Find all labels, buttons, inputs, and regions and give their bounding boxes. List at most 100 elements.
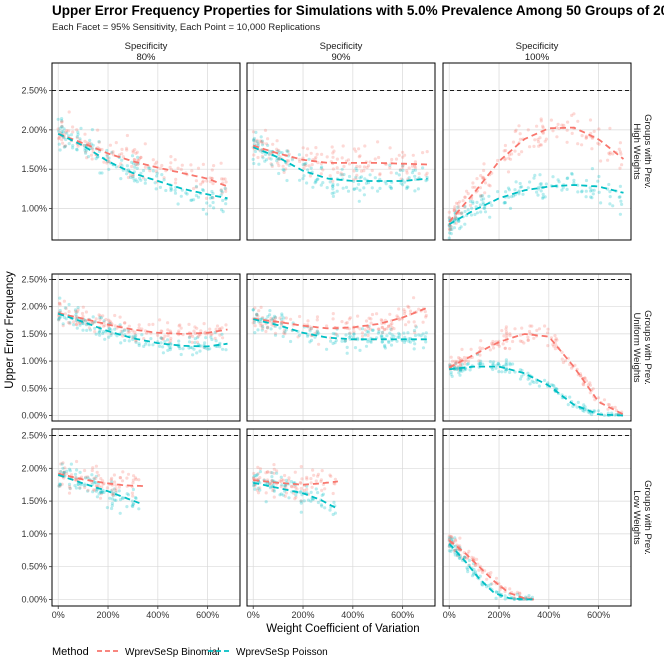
point-poisson — [333, 511, 337, 515]
point-binomial — [508, 332, 512, 336]
point-poisson — [185, 192, 189, 196]
point-binomial — [258, 486, 262, 490]
point-poisson — [492, 360, 496, 364]
point-binomial — [510, 152, 514, 156]
point-binomial — [480, 176, 485, 180]
point-poisson — [285, 149, 289, 153]
point-binomial — [273, 316, 278, 320]
point-binomial — [597, 127, 601, 131]
point-poisson — [331, 184, 335, 188]
point-binomial — [90, 468, 94, 473]
point-binomial — [503, 346, 507, 350]
point-poisson — [75, 148, 79, 152]
point-poisson — [364, 181, 368, 185]
point-binomial — [413, 164, 417, 168]
point-binomial — [61, 141, 65, 145]
point-binomial — [191, 334, 195, 339]
point-poisson — [118, 511, 122, 515]
point-binomial — [576, 142, 580, 146]
point-binomial — [460, 211, 464, 215]
point-poisson — [331, 187, 335, 191]
point-poisson — [380, 340, 384, 344]
point-binomial — [220, 191, 224, 195]
point-poisson — [91, 321, 95, 325]
point-binomial — [498, 587, 502, 592]
point-binomial — [57, 315, 61, 319]
point-poisson — [454, 361, 458, 366]
point-binomial — [453, 205, 457, 209]
point-binomial — [503, 346, 507, 350]
point-poisson — [276, 149, 280, 153]
point-binomial — [269, 316, 273, 320]
point-binomial — [202, 322, 206, 326]
point-poisson — [308, 340, 312, 344]
point-poisson — [610, 411, 614, 415]
point-poisson — [481, 201, 485, 205]
point-poisson — [279, 492, 283, 496]
point-poisson — [362, 193, 366, 197]
point-binomial — [473, 563, 477, 568]
point-poisson — [544, 182, 549, 186]
point-binomial — [504, 327, 508, 331]
point-binomial — [98, 314, 102, 318]
point-binomial — [131, 150, 135, 154]
point-poisson — [526, 377, 530, 381]
point-poisson — [518, 181, 522, 186]
point-poisson — [120, 164, 124, 168]
point-poisson — [399, 181, 403, 185]
point-binomial — [377, 155, 381, 160]
x-tick-label: 0% — [52, 610, 65, 620]
point-binomial — [334, 332, 338, 336]
point-poisson — [321, 181, 325, 185]
point-binomial — [385, 327, 389, 331]
point-binomial — [279, 320, 283, 324]
point-poisson — [83, 148, 87, 152]
point-poisson — [417, 333, 421, 337]
point-poisson — [179, 352, 183, 357]
y-tick-label: 1.50% — [21, 329, 47, 339]
point-poisson — [508, 370, 512, 374]
point-poisson — [449, 372, 453, 376]
point-binomial — [63, 144, 68, 148]
point-poisson — [447, 236, 451, 240]
point-poisson — [479, 194, 483, 198]
point-poisson — [125, 492, 129, 496]
point-binomial — [378, 172, 382, 176]
point-poisson — [187, 346, 191, 350]
point-binomial — [282, 328, 286, 333]
point-poisson — [539, 182, 543, 186]
point-poisson — [485, 585, 489, 589]
point-binomial — [348, 316, 352, 320]
point-binomial — [448, 228, 452, 232]
point-binomial — [265, 326, 270, 330]
point-poisson — [352, 187, 356, 191]
point-poisson — [58, 482, 62, 487]
point-binomial — [93, 320, 97, 324]
point-poisson — [173, 191, 178, 195]
point-binomial — [539, 143, 543, 147]
point-binomial — [316, 472, 320, 476]
point-binomial — [544, 137, 549, 141]
point-poisson — [537, 185, 541, 189]
point-binomial — [131, 336, 135, 340]
point-poisson — [113, 498, 117, 502]
point-poisson — [582, 403, 586, 407]
point-binomial — [160, 163, 164, 168]
point-binomial — [504, 148, 508, 153]
point-binomial — [261, 316, 265, 320]
point-poisson — [201, 188, 205, 193]
point-poisson — [98, 490, 103, 494]
point-binomial — [546, 344, 550, 348]
trend-line-binomial — [448, 333, 624, 416]
point-poisson — [105, 148, 109, 153]
point-poisson — [275, 159, 279, 163]
point-poisson — [347, 332, 351, 336]
point-poisson — [164, 188, 168, 193]
point-poisson — [138, 176, 142, 180]
point-poisson — [78, 137, 82, 141]
point-binomial — [376, 327, 380, 331]
point-poisson — [192, 347, 196, 351]
y-tick-label: 2.50% — [21, 274, 47, 284]
point-poisson — [63, 144, 68, 148]
point-poisson — [64, 137, 68, 142]
